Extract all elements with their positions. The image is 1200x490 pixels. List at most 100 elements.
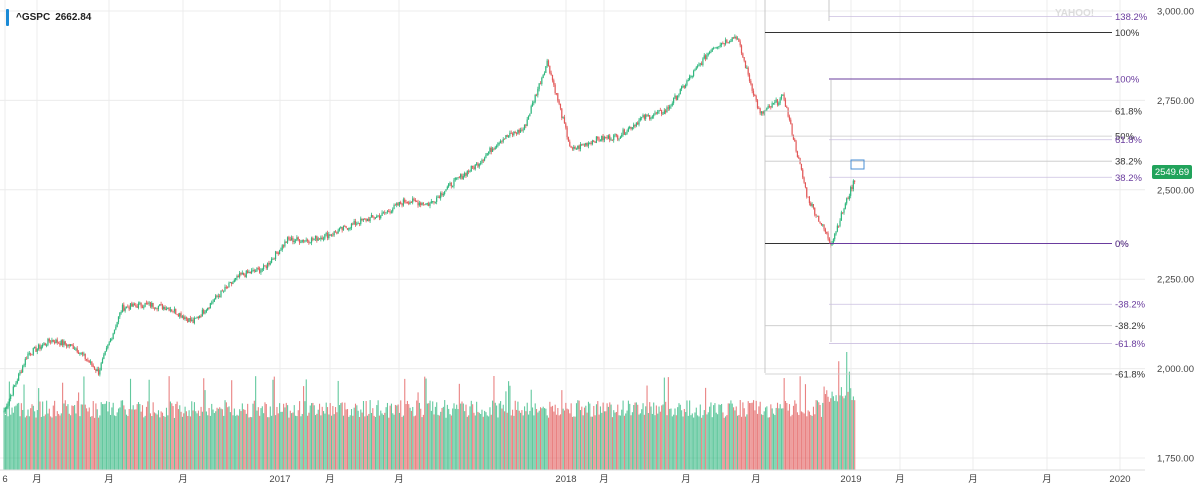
volume-bar [480, 413, 482, 470]
volume-bar [312, 402, 314, 470]
volume-bar [657, 413, 659, 470]
candle-body [261, 269, 263, 271]
candle-body [790, 119, 792, 124]
volume-bar [193, 402, 195, 470]
candle-body [718, 46, 720, 47]
candle-body [650, 117, 652, 120]
candle-body [31, 354, 33, 356]
candle-body [418, 202, 420, 206]
candle-body [388, 210, 390, 212]
volume-bar [437, 414, 439, 470]
volume-bar [139, 404, 141, 470]
current-price-label: 2549.69 [1155, 167, 1189, 178]
volume-bar [614, 412, 616, 470]
volume-bar [762, 415, 764, 470]
volume-bar [255, 376, 257, 470]
candle-body [228, 282, 230, 288]
volume-bar [779, 404, 781, 470]
candle-body [333, 231, 335, 236]
volume-bar [783, 378, 785, 470]
volume-bar [743, 408, 745, 470]
candle-body [739, 41, 741, 46]
candle-body [328, 234, 330, 238]
candle-body [293, 240, 295, 242]
volume-bar [188, 410, 190, 470]
candle-body [497, 143, 499, 146]
y-axis: 1,750.00 2,000.00 2,250.00 2,500.00 2,750.00… [1157, 7, 1194, 465]
candle-body [7, 403, 9, 408]
volume-bar [802, 412, 804, 470]
volume-bar [176, 401, 178, 470]
volume-bar [232, 415, 234, 470]
candle-body [551, 74, 554, 81]
volume-bar [816, 400, 818, 470]
candle-body [641, 117, 643, 119]
candle-body [722, 42, 724, 44]
candle-body [200, 315, 202, 317]
volume-bar [412, 406, 414, 470]
volume-bar [615, 411, 617, 470]
candle-body [627, 128, 629, 132]
candle-body [450, 182, 452, 187]
x-tick-label: 月 [751, 474, 761, 485]
volume-bar [834, 400, 836, 470]
volume-bar [569, 413, 571, 470]
volume-bar [369, 400, 371, 470]
candle-body [277, 252, 279, 255]
volume-bar [808, 411, 811, 470]
volume-bar [192, 410, 194, 470]
candle-body [84, 353, 86, 360]
candle-body [4, 407, 6, 412]
candle-body [546, 60, 548, 67]
candle-body [147, 303, 149, 304]
candle-body [211, 302, 213, 304]
candle-body [169, 309, 172, 311]
volume-bar [643, 414, 645, 470]
candle-body [498, 143, 500, 145]
volume-bar [571, 416, 574, 470]
candle-body [346, 228, 349, 230]
volume-bar [26, 415, 28, 470]
candle-body [252, 269, 254, 271]
candle-body [493, 148, 495, 150]
x-tick-label: 月 [681, 474, 691, 485]
volume-bar [221, 409, 223, 470]
candle-body [457, 177, 459, 179]
volume-bar [772, 413, 775, 470]
volume-bar [149, 413, 152, 470]
volume-bar [490, 414, 492, 470]
candle-body [751, 83, 753, 91]
volume-bar [678, 403, 680, 470]
volume-bar [731, 403, 733, 470]
candle-body [109, 339, 112, 343]
volume-bar [557, 408, 559, 470]
candle-body [442, 194, 444, 196]
volume-bar [699, 404, 701, 470]
candle-body [606, 137, 608, 139]
candle-body [850, 186, 852, 196]
candle-body [550, 72, 552, 75]
candle-body [416, 201, 418, 203]
candle-body [181, 316, 183, 318]
volume-bar [518, 410, 520, 470]
volume-bar [698, 416, 700, 470]
candle-body [791, 123, 793, 135]
candle-body [819, 221, 821, 224]
candle-body [6, 407, 8, 409]
volume-bar [52, 405, 54, 470]
candle-body [91, 361, 93, 366]
candle-body [292, 237, 294, 242]
volume-bar [269, 406, 271, 470]
candle-body [298, 239, 301, 243]
candle-body [95, 369, 97, 372]
candle-body [535, 95, 538, 96]
candle-body [602, 135, 604, 141]
candle-body [464, 173, 466, 177]
candle-body [441, 193, 443, 196]
volume-bar [108, 401, 110, 470]
candle-body [812, 204, 814, 208]
volume-bar [524, 406, 526, 470]
volume-bar [11, 407, 13, 470]
volume-bar [481, 409, 483, 470]
